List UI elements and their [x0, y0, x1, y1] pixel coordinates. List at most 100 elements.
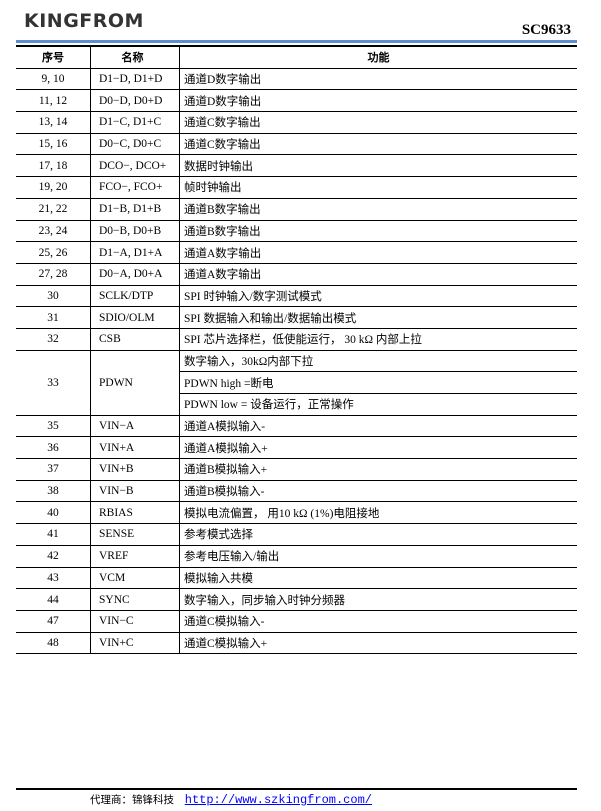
table-row: 23, 24 D0−B, D0+B 通道B数字输出 — [16, 219, 577, 243]
pin-name: PDWN — [90, 349, 180, 416]
table-row: 11, 12 D0−D, D0+D 通道D数字输出 — [16, 89, 577, 113]
pin-function: 通道C数字输出 — [179, 132, 577, 156]
pin-function: 通道B数字输出 — [179, 219, 577, 243]
table-row: 33 PDWN 数字输入，30kΩ内部下拉 — [16, 349, 577, 416]
pin-number: 48 — [16, 631, 91, 655]
pin-number: 11, 12 — [16, 89, 91, 113]
pin-function: 通道B模拟输入+ — [179, 458, 577, 481]
pin-name: DCO−, DCO+ — [90, 154, 180, 178]
pin-function: 通道B数字输出 — [179, 197, 577, 221]
pin-name: D1−B, D1+B — [90, 197, 180, 221]
table-row: 44 SYNC 数字输入，同步输入时钟分频器 — [16, 588, 577, 611]
pin-name: SENSE — [90, 523, 180, 546]
column-header-number: 序号 — [16, 44, 91, 69]
pin-name: RBIAS — [90, 501, 180, 525]
pin-name: D0−D, D0+D — [90, 89, 180, 113]
pin-function: 参考电压输入/输出 — [179, 544, 577, 568]
pin-number: 35 — [16, 414, 91, 438]
table-row: 37 VIN+B 通道B模拟输入+ — [16, 458, 577, 481]
pin-number: 47 — [16, 609, 91, 633]
pin-number: 40 — [16, 501, 91, 525]
pin-name: SCLK/DTP — [90, 284, 180, 308]
table-row: 27, 28 D0−A, D0+A 通道A数字输出 — [16, 262, 577, 286]
pin-function: 数字输入，30kΩ内部下拉 — [179, 349, 577, 373]
table-row: 35 VIN−A 通道A模拟输入- — [16, 414, 577, 438]
pin-number: 43 — [16, 566, 91, 590]
pin-name: VIN−C — [90, 609, 180, 633]
table-row: 40 RBIAS 模拟电流偏置， 用10 kΩ (1%)电阻接地 — [16, 501, 577, 525]
table-row: 17, 18 DCO−, DCO+ 数据时钟输出 — [16, 154, 577, 178]
pin-name: FCO−, FCO+ — [90, 176, 180, 199]
table-row: 19, 20 FCO−, FCO+ 帧时钟输出 — [16, 176, 577, 199]
table-row: 41 SENSE 参考模式选择 — [16, 523, 577, 546]
pin-number: 37 — [16, 458, 91, 481]
table-row: 9, 10 D1−D, D1+D 通道D数字输出 — [16, 67, 577, 91]
pin-function: 通道C模拟输入+ — [179, 631, 577, 655]
kingfrom-logo: KINGFROM — [24, 10, 144, 32]
pin-name: CSB — [90, 327, 180, 351]
pin-function: 帧时钟输出 — [179, 176, 577, 199]
table-row: 21, 22 D1−B, D1+B 通道B数字输出 — [16, 197, 577, 221]
pin-number: 15, 16 — [16, 132, 91, 156]
table-row: 13, 14 D1−C, D1+C 通道C数字输出 — [16, 111, 577, 134]
pin-function: SPI 数据输入和输出/数据输出模式 — [179, 306, 577, 329]
table-row: 30 SCLK/DTP SPI 时钟输入/数字测试模式 — [16, 284, 577, 308]
table-row: 32 CSB SPI 芯片选择栏，低使能运行， 30 kΩ 内部上拉 — [16, 327, 577, 351]
pin-number: 36 — [16, 436, 91, 460]
pin-number: 21, 22 — [16, 197, 91, 221]
pin-name: D0−C, D0+C — [90, 132, 180, 156]
pin-name: SDIO/OLM — [90, 306, 180, 329]
pin-name: VIN+C — [90, 631, 180, 655]
pin-name: VIN+B — [90, 458, 180, 481]
table-row: 43 VCM 模拟输入共模 — [16, 566, 577, 590]
table-row: 42 VREF 参考电压输入/输出 — [16, 544, 577, 568]
pin-function: PDWN low = 设备运行，正常操作 — [179, 393, 577, 416]
pin-function: 参考模式选择 — [179, 523, 577, 546]
pin-function: 数据时钟输出 — [179, 154, 577, 178]
pin-function: 通道C数字输出 — [179, 111, 577, 134]
pin-number: 25, 26 — [16, 241, 91, 264]
pin-name: D1−C, D1+C — [90, 111, 180, 134]
pin-number: 31 — [16, 306, 91, 329]
document-id: SC9633 — [521, 22, 571, 38]
table-row: 15, 16 D0−C, D0+C 通道C数字输出 — [16, 132, 577, 156]
pin-number: 30 — [16, 284, 91, 308]
pin-function: 通道A模拟输入+ — [179, 436, 577, 460]
pin-number: 38 — [16, 479, 91, 503]
pin-name: VREF — [90, 544, 180, 568]
pin-function: 通道B模拟输入- — [179, 479, 577, 503]
pin-function: 通道A数字输出 — [179, 262, 577, 286]
pin-name: VIN+A — [90, 436, 180, 460]
pin-name: D0−A, D0+A — [90, 262, 180, 286]
pin-number: 44 — [16, 588, 91, 611]
pin-function-table: 序号 名称 功能 9, 10 D1−D, D1+D 通道D数字输出 11, 12 D0−… — [16, 44, 577, 655]
pin-number: 9, 10 — [16, 67, 91, 91]
table-row: 25, 26 D1−A, D1+A 通道A数字输出 — [16, 241, 577, 264]
pin-number: 27, 28 — [16, 262, 91, 286]
pin-function: 通道C模拟输入- — [179, 609, 577, 633]
pin-name: D0−B, D0+B — [90, 219, 180, 243]
pin-number: 41 — [16, 523, 91, 546]
table-row: 38 VIN−B 通道B模拟输入- — [16, 479, 577, 503]
pin-function: 通道A数字输出 — [179, 241, 577, 264]
column-header-function: 功能 — [179, 44, 577, 69]
pin-function: PDWN high =断电 — [179, 371, 577, 394]
pin-number: 23, 24 — [16, 219, 91, 243]
pin-number: 17, 18 — [16, 154, 91, 178]
pin-number: 42 — [16, 544, 91, 568]
pin-name: VCM — [90, 566, 180, 590]
pin-function: SPI 芯片选择栏，低使能运行， 30 kΩ 内部上拉 — [179, 327, 577, 351]
pin-function: 通道A模拟输入- — [179, 414, 577, 438]
table-header-row: 序号 名称 功能 — [16, 44, 577, 69]
pin-number: 19, 20 — [16, 176, 91, 199]
header-divider — [16, 40, 577, 43]
agent-label: 代理商：锦锋科技 — [90, 794, 174, 806]
pin-function: 模拟电流偏置， 用10 kΩ (1%)电阻接地 — [179, 501, 577, 525]
pin-function: 模拟输入共模 — [179, 566, 577, 590]
website-link[interactable]: http://www.szkingfrom.com/ — [184, 793, 372, 807]
table-row: 31 SDIO/OLM SPI 数据输入和输出/数据输出模式 — [16, 306, 577, 329]
pin-function: SPI 时钟输入/数字测试模式 — [179, 284, 577, 308]
pin-number: 13, 14 — [16, 111, 91, 134]
pin-name: D1−D, D1+D — [90, 67, 180, 91]
pin-function: 通道D数字输出 — [179, 89, 577, 113]
